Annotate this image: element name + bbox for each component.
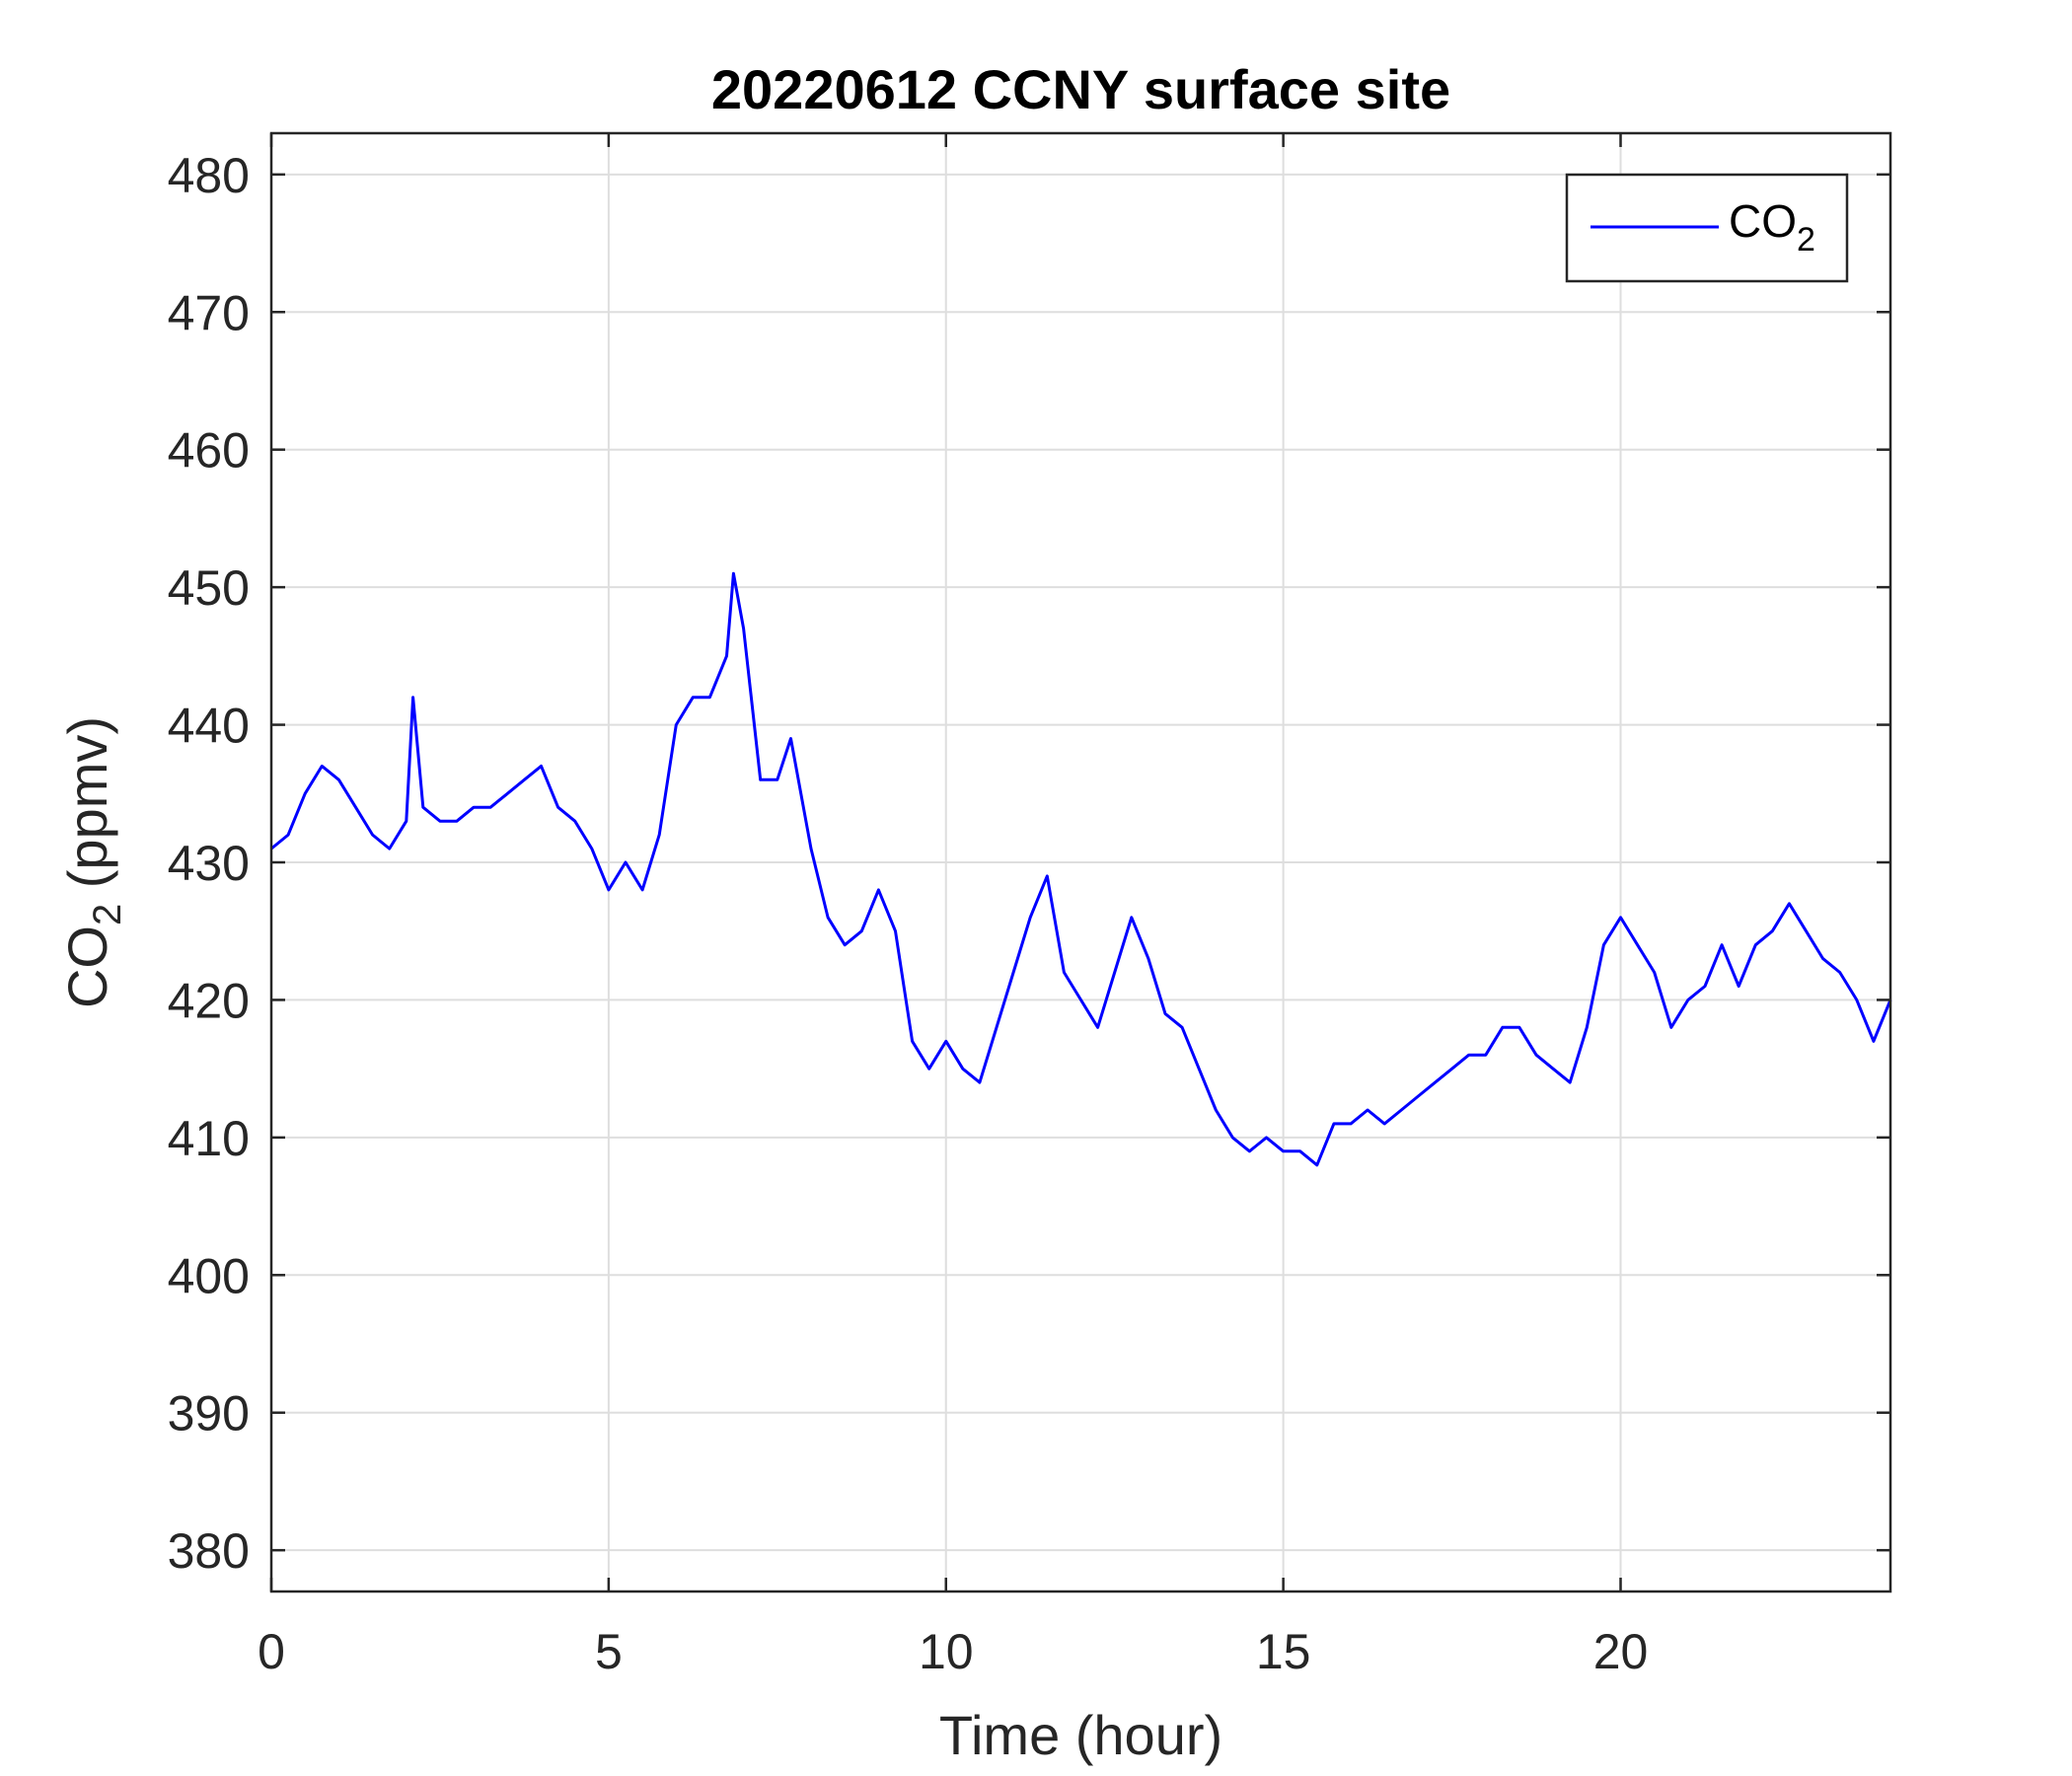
y-axis-label: CO2 (ppmv) [56,716,129,1008]
tick-marks [269,133,1890,1591]
x-tick-label: 10 [919,1624,974,1679]
y-tick-label: 430 [168,836,250,891]
legend-label-subscript: 2 [1797,221,1815,259]
y-axis-label-main: CO [56,925,118,1008]
x-tick-label: 15 [1256,1624,1311,1679]
legend: CO2 [1565,173,1849,283]
grid [271,133,1890,1591]
y-tick-label: 380 [168,1523,250,1579]
y-tick-label: 420 [168,973,250,1028]
series-line-co2 [270,571,1892,1167]
y-tick-label: 410 [168,1111,250,1166]
series-layer [270,571,1892,1167]
y-tick-label: 460 [168,423,250,479]
x-tick-label: 0 [258,1624,285,1679]
x-tick-label: 20 [1593,1624,1649,1679]
y-tick-label: 470 [168,285,250,340]
y-tick-label: 400 [168,1248,250,1303]
y-tick-label: 450 [168,560,250,616]
x-tick-labels: 0 5 10 15 20 [258,1624,1648,1679]
legend-label-co2: CO2 [1729,195,1815,259]
y-tick-label: 390 [168,1386,250,1442]
x-tick-label: 5 [595,1624,623,1679]
chart-title: 20220612 CCNY surface site [711,58,1450,120]
y-axis-label-subscript: 2 [86,904,129,925]
y-axis-label-unit: (ppmv) [56,716,118,904]
y-tick-labels: 380 390 400 410 420 430 440 450 460 470 480 [168,148,250,1579]
x-axis-label: Time (hour) [939,1704,1222,1766]
legend-label-main: CO [1729,195,1797,247]
y-tick-label: 440 [168,699,250,754]
y-tick-label: 480 [168,148,250,203]
